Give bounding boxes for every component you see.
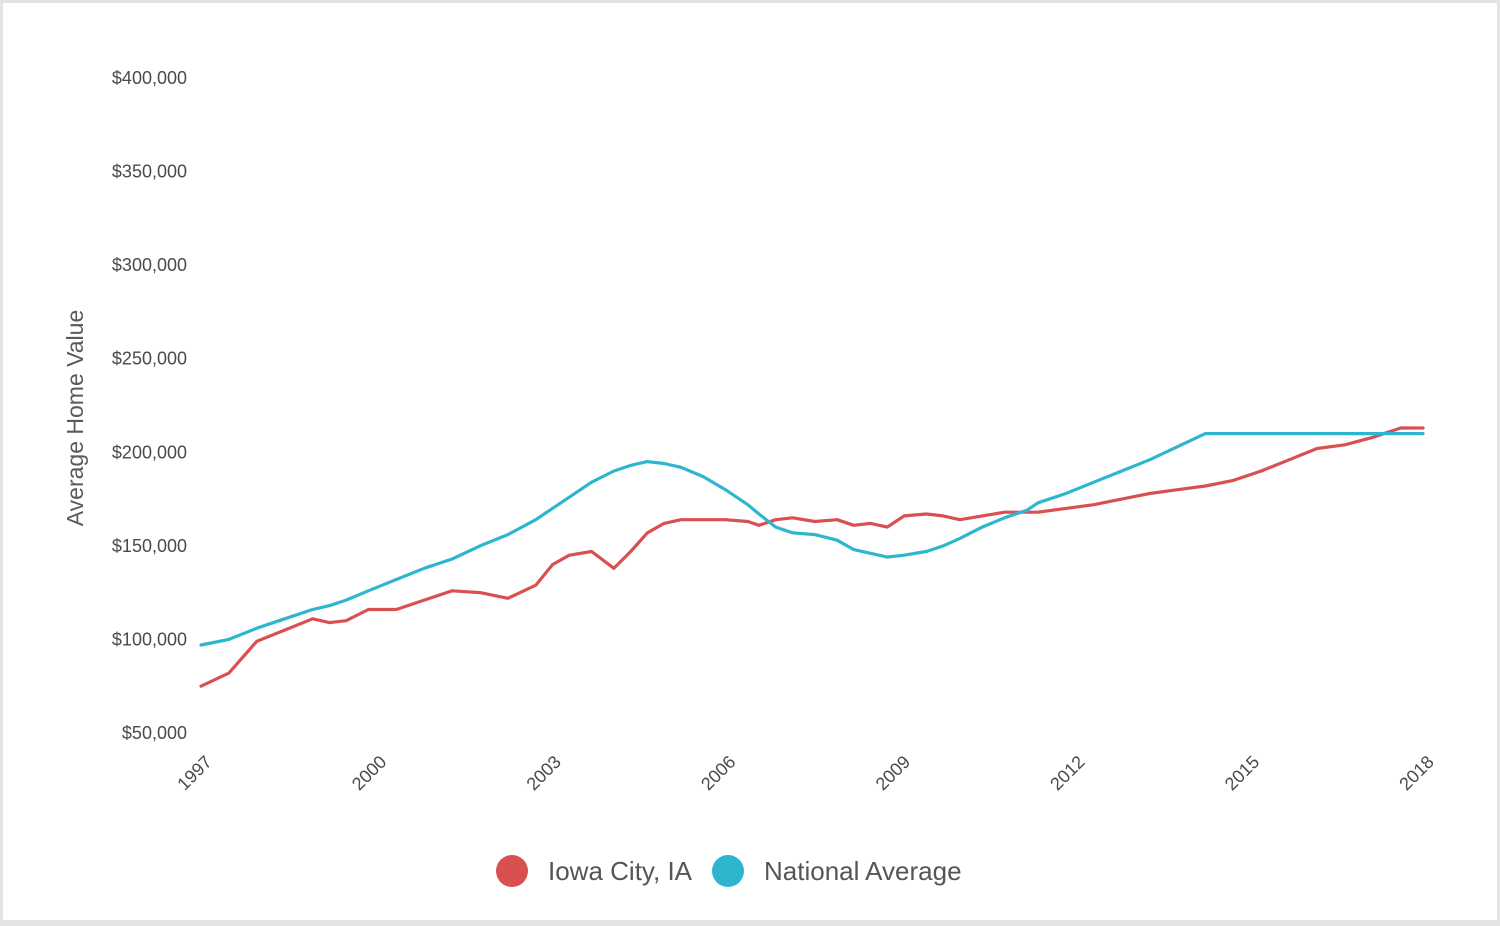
series-line-national-average [199,432,1425,647]
x-tick-label: 2012 [1046,752,1088,794]
y-axis: $50,000 $100,000 $150,000 $200,000 $250,000 $… [112,68,187,743]
y-tick-label: $350,000 [112,162,187,182]
x-tick-label: 2018 [1395,752,1437,794]
y-tick-label: $300,000 [112,255,187,275]
y-tick-label: $200,000 [112,442,187,462]
legend: Iowa City, IA National Average [496,855,962,887]
plot-area [199,426,1425,688]
y-axis-label: Average Home Value [62,310,88,527]
x-tick-label: 2000 [348,752,390,794]
x-axis: 1997 2000 2003 2006 2009 2012 2015 2018 [173,752,1437,794]
series-line-iowa-city [199,426,1425,688]
y-tick-label: $150,000 [112,536,187,556]
y-tick-label: $400,000 [112,68,187,88]
x-tick-label: 2009 [872,752,914,794]
x-tick-label: 2006 [697,752,739,794]
legend-label: Iowa City, IA [548,856,693,886]
y-tick-label: $50,000 [122,723,187,743]
line-chart: $50,000 $100,000 $150,000 $200,000 $250,000 $… [62,68,1438,887]
y-tick-label: $100,000 [112,629,187,649]
y-tick-label: $250,000 [112,349,187,369]
x-tick-label: 2015 [1221,752,1263,794]
chart-frame: $50,000 $100,000 $150,000 $200,000 $250,000 $… [3,3,1497,920]
x-tick-label: 1997 [173,752,215,794]
legend-marker [496,855,528,887]
x-tick-label: 2003 [523,752,565,794]
legend-marker [712,855,744,887]
legend-label: National Average [764,856,962,886]
